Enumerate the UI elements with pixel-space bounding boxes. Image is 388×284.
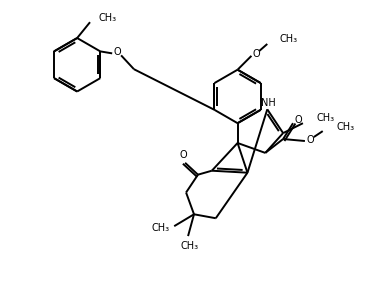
Text: CH₃: CH₃ [181, 241, 199, 251]
Text: NH: NH [261, 98, 275, 108]
Text: CH₃: CH₃ [279, 34, 297, 44]
Text: CH₃: CH₃ [337, 122, 355, 132]
Text: O: O [179, 150, 187, 160]
Text: O: O [306, 135, 314, 145]
Text: O: O [253, 49, 260, 59]
Text: O: O [113, 47, 121, 57]
Text: O: O [294, 115, 302, 125]
Text: CH₃: CH₃ [99, 13, 117, 23]
Text: CH₃: CH₃ [151, 223, 170, 233]
Text: CH₃: CH₃ [317, 113, 335, 123]
